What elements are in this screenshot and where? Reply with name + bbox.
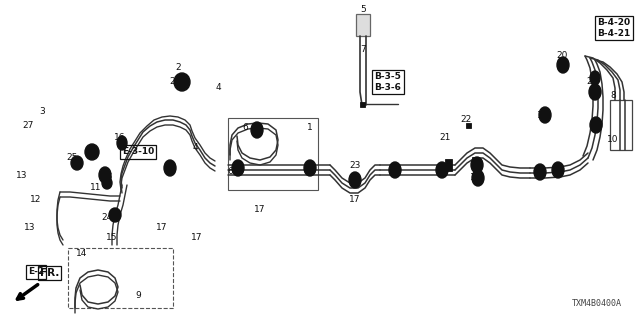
Text: 17: 17 [349,196,361,204]
Bar [610,100,632,150]
Text: 27: 27 [22,121,34,130]
Text: 16: 16 [115,133,125,142]
Text: 15: 15 [106,234,118,243]
Ellipse shape [349,172,361,188]
Text: 19: 19 [537,110,548,119]
Text: 17: 17 [254,205,266,214]
Text: 4: 4 [215,84,221,92]
Ellipse shape [472,170,484,186]
Text: 25: 25 [67,154,77,163]
Ellipse shape [552,162,564,178]
Ellipse shape [590,117,602,133]
Text: 14: 14 [76,249,88,258]
Text: 29: 29 [586,77,598,86]
Text: 12: 12 [30,196,42,204]
Ellipse shape [534,164,546,180]
Text: 7: 7 [360,45,366,54]
Text: 13: 13 [24,223,36,233]
Ellipse shape [164,160,176,176]
Text: 2: 2 [175,63,181,73]
Text: 21: 21 [439,133,451,142]
Bar [356,14,370,36]
Text: FR.: FR. [40,268,60,278]
Ellipse shape [539,107,551,123]
Bar [465,123,470,127]
Text: 8: 8 [610,91,616,100]
Ellipse shape [232,160,244,176]
Ellipse shape [589,84,601,100]
Text: 9: 9 [135,291,141,300]
Text: 4: 4 [192,143,198,153]
Text: 28: 28 [170,77,180,86]
Text: 1: 1 [307,124,313,132]
Text: 6: 6 [242,124,248,132]
Text: E-2: E-2 [28,268,44,276]
Ellipse shape [117,136,127,150]
Text: 13: 13 [16,171,28,180]
Text: 17: 17 [191,234,203,243]
Bar [472,157,479,167]
Text: 10: 10 [607,135,619,145]
Bar [228,118,318,190]
Ellipse shape [109,208,121,222]
Ellipse shape [102,177,112,189]
Bar [445,159,451,171]
Text: TXM4B0400A: TXM4B0400A [572,299,622,308]
Ellipse shape [251,122,263,138]
Text: 24: 24 [101,213,113,222]
Text: 23: 23 [349,161,361,170]
Ellipse shape [304,160,316,176]
Text: 17: 17 [156,223,168,233]
Text: 22: 22 [460,116,472,124]
Text: 18: 18 [470,173,482,182]
Text: 5: 5 [360,5,366,14]
Ellipse shape [85,144,99,160]
Text: 20: 20 [556,51,568,60]
Ellipse shape [436,162,448,178]
Bar [68,248,173,308]
Ellipse shape [557,57,569,73]
Text: B-4-20
B-4-21: B-4-20 B-4-21 [597,18,630,38]
Text: 11: 11 [90,183,102,193]
Bar [360,101,365,107]
Ellipse shape [174,73,190,91]
Text: 3: 3 [39,108,45,116]
Text: B-3-5
B-3-6: B-3-5 B-3-6 [374,72,401,92]
Ellipse shape [71,156,83,170]
Ellipse shape [590,71,600,85]
Text: 6: 6 [227,167,233,177]
Text: 26: 26 [101,173,113,182]
Ellipse shape [389,162,401,178]
Text: E-3-10: E-3-10 [122,148,154,156]
Ellipse shape [99,167,111,183]
Ellipse shape [471,157,483,173]
